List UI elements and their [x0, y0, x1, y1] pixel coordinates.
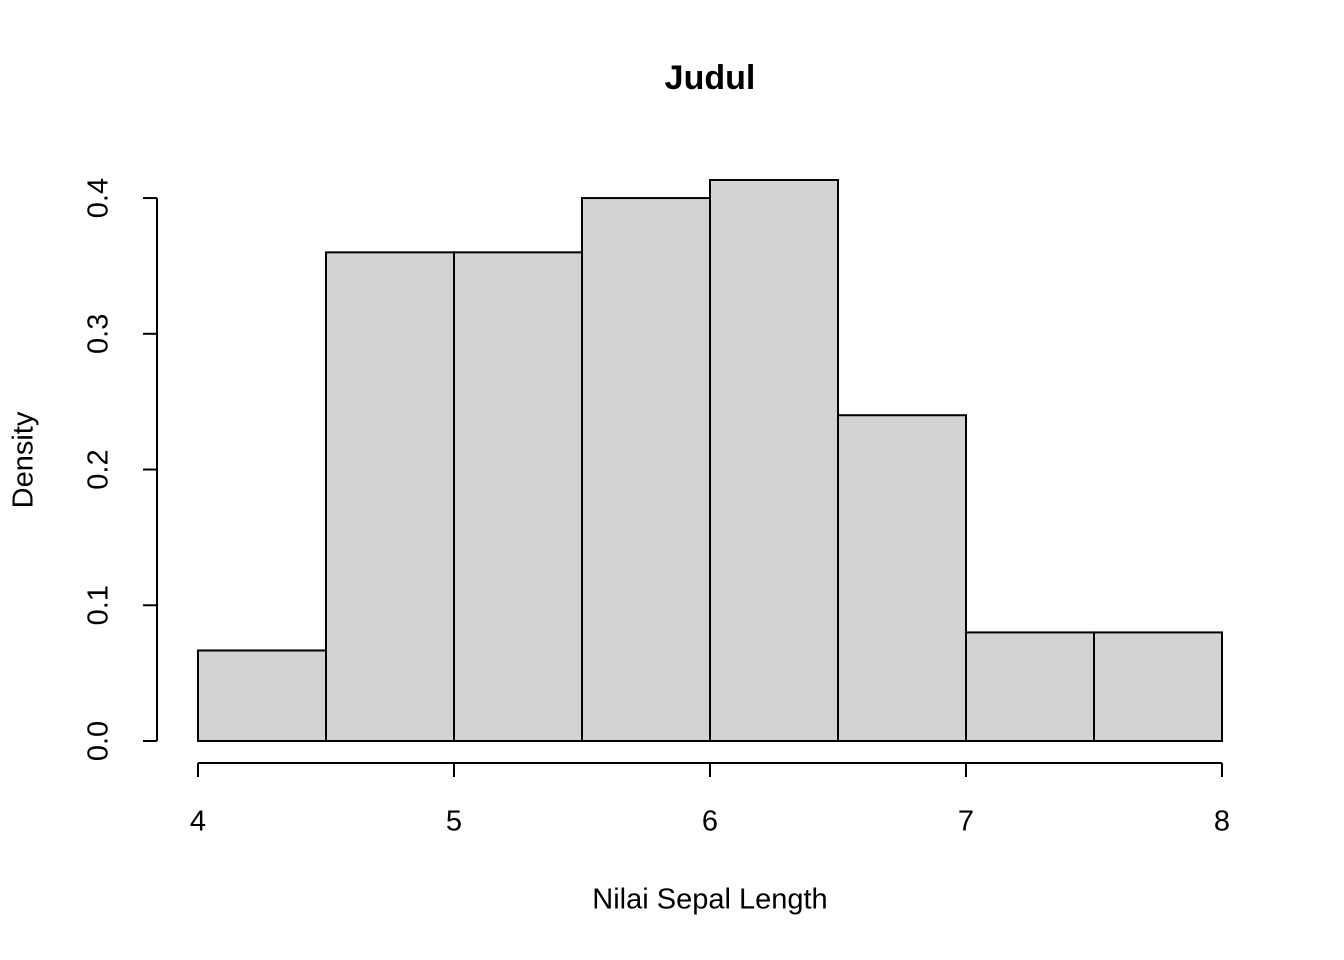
y-tick-label: 0.3 [83, 314, 115, 354]
x-tick-label: 6 [702, 806, 718, 838]
x-tick-label: 5 [446, 806, 462, 838]
x-tick-label: 4 [190, 806, 206, 838]
bar [709, 179, 839, 742]
x-tick-label: 8 [1214, 806, 1230, 838]
y-tick-label: 0.4 [83, 178, 115, 218]
bar [1093, 631, 1223, 742]
bar [965, 631, 1095, 742]
y-tick-label: 0.2 [83, 449, 115, 489]
chart-title: Judul [665, 59, 756, 97]
y-tick-label: 0.1 [83, 585, 115, 625]
y-axis-label: Density [8, 411, 40, 508]
bar [325, 251, 455, 742]
x-axis-label: Nilai Sepal Length [592, 884, 827, 916]
x-tick-label: 7 [958, 806, 974, 838]
bar [453, 251, 583, 742]
bar [837, 414, 967, 742]
y-tick-label: 0.0 [83, 721, 115, 761]
bar [197, 649, 327, 742]
bar [581, 197, 711, 743]
